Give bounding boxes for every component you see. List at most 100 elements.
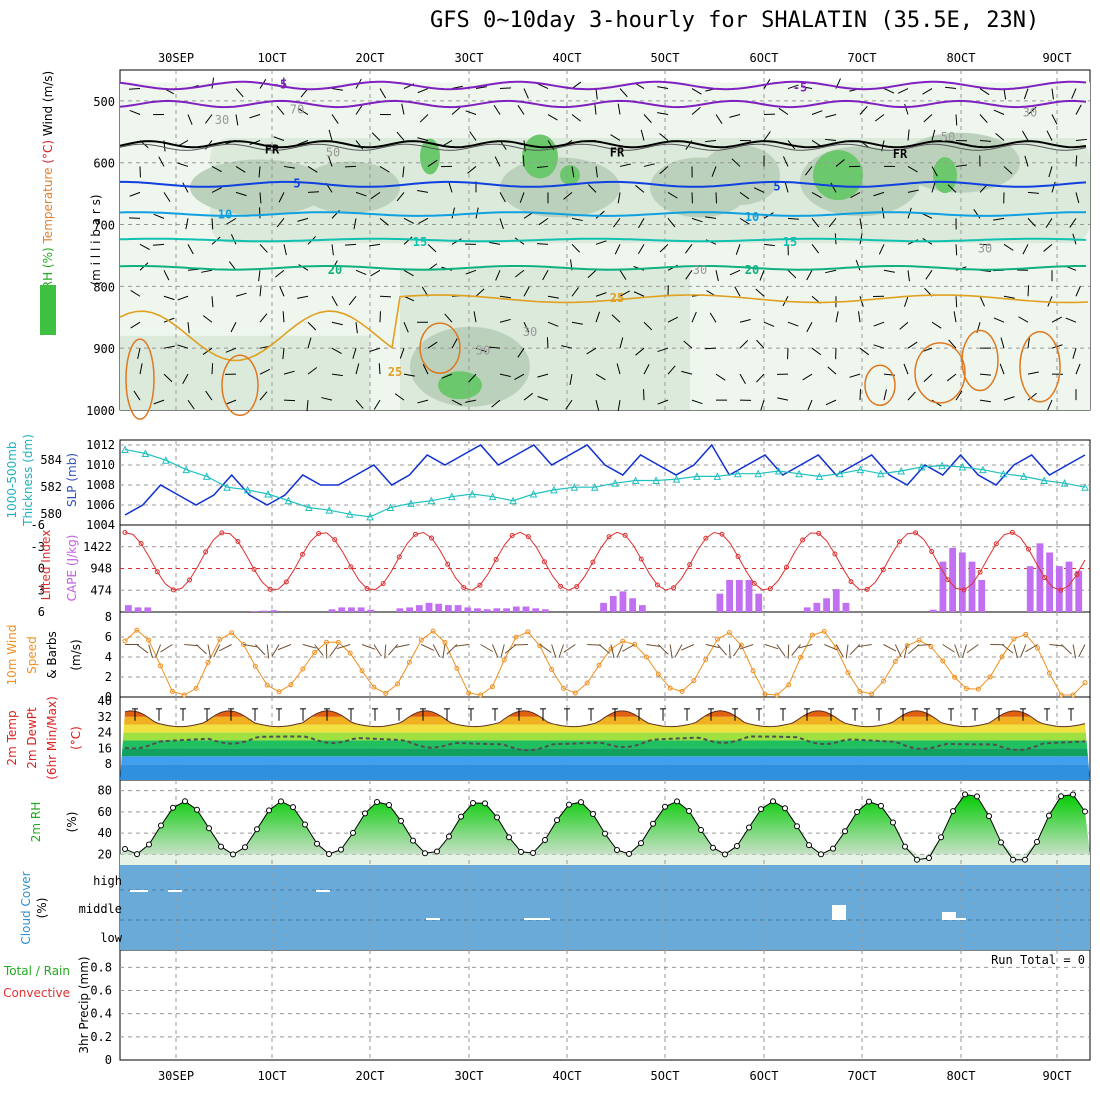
li-marker xyxy=(477,582,483,588)
wind-barb xyxy=(278,192,285,203)
rh-contour-label: 30 xyxy=(215,113,229,127)
rh-blob xyxy=(700,145,780,206)
wind-barb xyxy=(931,129,936,141)
wind-barb xyxy=(249,114,261,119)
precip-tick: 0.4 xyxy=(90,1007,112,1021)
contour-25 xyxy=(119,294,1089,362)
rh-marker xyxy=(650,820,656,827)
wind-barb xyxy=(417,88,429,94)
wind-speed-marker xyxy=(643,654,649,660)
cape-bar xyxy=(609,595,617,612)
cape-bar xyxy=(745,579,753,612)
wind-barb xyxy=(691,88,702,95)
bottom-date-tick: 30SEP xyxy=(158,1069,194,1083)
cape-bar xyxy=(949,547,957,612)
wind-barb-10m xyxy=(373,644,382,657)
top-date-tick: 4OCT xyxy=(553,51,582,65)
wind-barb xyxy=(475,288,485,297)
wind-barb xyxy=(1075,155,1078,167)
wind-barb-10m xyxy=(336,644,351,650)
wind-barb xyxy=(276,218,285,228)
cape-bar xyxy=(735,579,743,612)
rh-high-blob xyxy=(522,134,558,179)
rh-marker xyxy=(1046,812,1052,819)
wind-barb xyxy=(379,295,392,298)
wind-barb-10m xyxy=(764,644,779,650)
wind-barb xyxy=(571,114,582,122)
rh-contour-label: 30 xyxy=(693,263,707,277)
cape-bar xyxy=(493,608,501,612)
wind-barb xyxy=(427,159,438,167)
cloud-block xyxy=(168,890,182,892)
rh-marker xyxy=(674,798,680,805)
wind-barb xyxy=(230,234,237,245)
wind-barb-10m xyxy=(680,644,695,651)
wind-barb xyxy=(619,163,631,167)
rh-marker xyxy=(158,822,164,829)
rh-marker xyxy=(770,798,776,805)
wind-barb xyxy=(811,244,820,254)
wind-barb xyxy=(825,114,837,118)
wind-barb xyxy=(163,373,173,383)
contour-label: 10 xyxy=(745,210,759,224)
cape-tick: 474 xyxy=(90,583,112,597)
wind-barb xyxy=(594,103,597,115)
wind-barb xyxy=(811,347,822,356)
wind-barb xyxy=(907,189,919,193)
wind-barb xyxy=(1051,344,1063,349)
cape-bar xyxy=(1046,552,1053,612)
wind-barb xyxy=(226,217,237,225)
wind-barb xyxy=(417,137,429,141)
wind-barb xyxy=(763,243,775,247)
wind-barb xyxy=(709,312,717,323)
wind-barb xyxy=(681,370,693,375)
wind-barb xyxy=(537,83,549,89)
wind-barb xyxy=(947,184,957,193)
wind-barb-10m xyxy=(207,644,212,659)
thickness-marker xyxy=(345,510,354,518)
cape-bar xyxy=(541,609,549,612)
rh-marker xyxy=(506,834,512,841)
rh-high-blob xyxy=(438,371,482,400)
thickness-marker xyxy=(672,475,681,483)
wind-barb-10m xyxy=(155,644,162,658)
wind-barb xyxy=(152,243,165,246)
wind-barb-10m xyxy=(442,644,446,659)
wind-barb-10m xyxy=(717,644,727,656)
wind-barb-10m xyxy=(195,644,207,655)
li-marker xyxy=(848,579,854,585)
slp-tick: 1006 xyxy=(86,498,115,512)
temp-label2: 2m DewPt xyxy=(25,707,39,769)
li-marker xyxy=(832,551,838,557)
rh-high-blob xyxy=(933,157,957,194)
wind-barb xyxy=(205,390,213,401)
wind-label1: 10m Wind xyxy=(5,625,19,686)
wind-barb xyxy=(955,244,958,256)
wind-barb xyxy=(441,373,453,379)
rh-marker xyxy=(530,849,536,856)
wind-speed-marker xyxy=(786,682,792,688)
cape-bar xyxy=(435,603,443,612)
wind-barb-10m xyxy=(1013,644,1018,659)
li-marker xyxy=(332,537,338,543)
wind-barb xyxy=(467,166,477,174)
contour-30 xyxy=(221,354,259,417)
wind-barb xyxy=(307,166,318,173)
wind-barb xyxy=(258,270,261,282)
wind-barb xyxy=(475,86,487,90)
wind-barb-10m xyxy=(1072,644,1077,659)
upper-ytick: 600 xyxy=(93,157,115,171)
li-marker xyxy=(541,559,547,565)
li-tick: 3 xyxy=(38,583,45,597)
upper-ylabel-part: (°C) xyxy=(41,140,55,168)
wind-barb xyxy=(417,189,429,193)
wind-barb xyxy=(373,399,381,410)
thickness-marker xyxy=(366,512,374,521)
precip-tick: 0.2 xyxy=(90,1030,112,1044)
cape-bar xyxy=(357,607,365,612)
cape-bar xyxy=(406,607,413,612)
wind-barb xyxy=(1027,285,1030,297)
wind-tick: 0 xyxy=(105,690,112,704)
li-marker xyxy=(880,567,886,573)
wind-barb-10m xyxy=(857,644,872,648)
